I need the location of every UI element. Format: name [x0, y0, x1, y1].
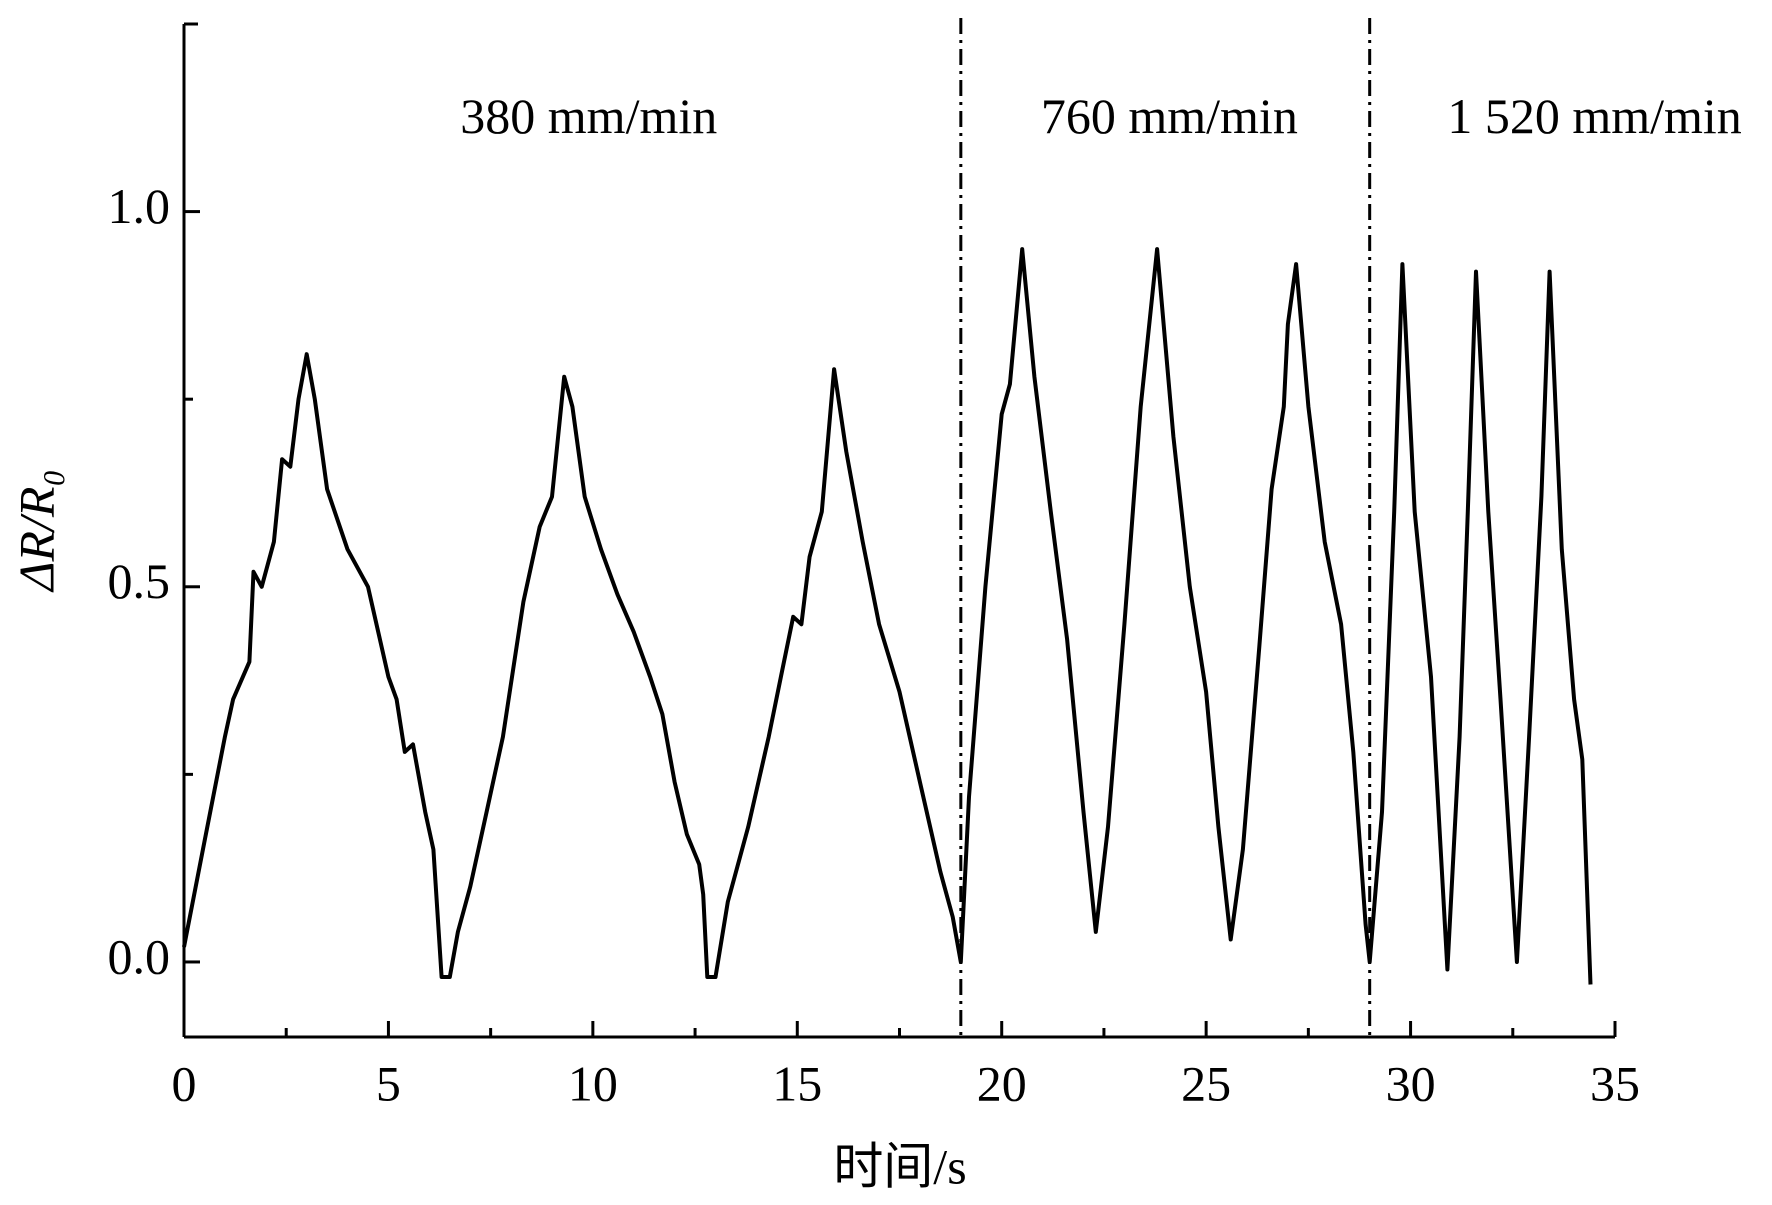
x-tick-label: 35	[1590, 1055, 1640, 1111]
y-tick-label: 0.5	[108, 553, 171, 609]
y-tick-label: 1.0	[108, 178, 171, 234]
x-tick-label: 0	[172, 1055, 197, 1111]
y-axis-label: ΔR/R₀	[8, 469, 64, 593]
data-line	[182, 247, 1593, 985]
x-tick-label: 30	[1386, 1055, 1436, 1111]
x-axis-label: 时间/s	[833, 1138, 966, 1194]
annotation: 1 520 mm/min	[1447, 88, 1741, 144]
x-tick-label: 15	[772, 1055, 822, 1111]
x-tick-label: 20	[977, 1055, 1027, 1111]
x-tick-label: 25	[1181, 1055, 1231, 1111]
annotation: 380 mm/min	[460, 88, 717, 144]
x-tick-label: 5	[376, 1055, 401, 1111]
x-tick-label: 10	[568, 1055, 618, 1111]
annotation: 760 mm/min	[1041, 88, 1298, 144]
y-tick-label: 0.0	[108, 928, 171, 984]
